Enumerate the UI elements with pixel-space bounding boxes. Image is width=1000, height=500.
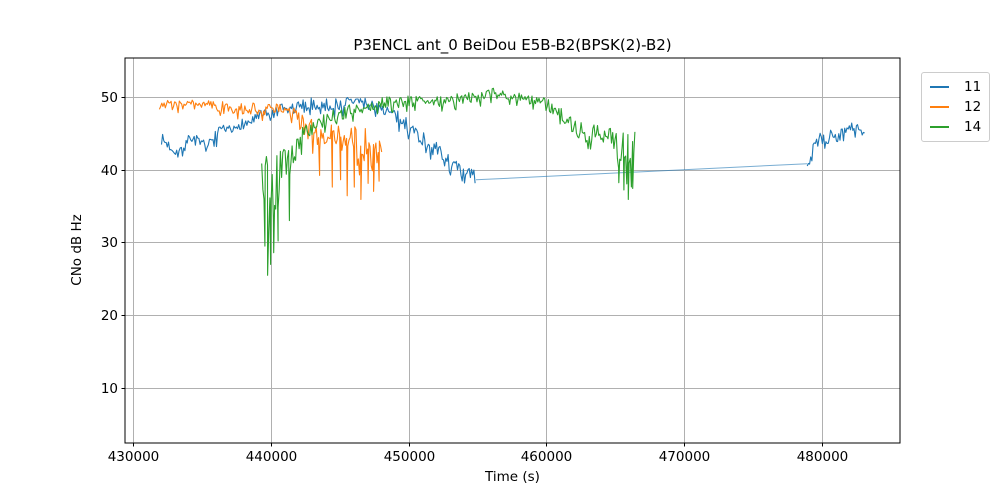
series-14	[261, 87, 636, 276]
series-11-gap-line	[475, 163, 808, 181]
legend-line-swatch-11	[930, 86, 949, 88]
legend: 11 12 14	[921, 72, 991, 142]
x-axis-label: Time (s)	[485, 469, 540, 485]
plot-title: P3ENCL ant_0 BeiDou E5B-B2(BPSK(2)-B2)	[353, 36, 672, 54]
x-tick-label: 440000	[246, 449, 298, 465]
x-tick-label: 430000	[108, 449, 160, 465]
y-tick-label: 30	[101, 235, 118, 251]
x-tick-label: 450000	[384, 449, 436, 465]
y-tick-label: 40	[101, 163, 118, 179]
y-tick-label: 20	[101, 308, 118, 324]
legend-item-12: 12	[930, 97, 981, 117]
legend-label-11: 11	[964, 79, 982, 95]
x-tick-label: 460000	[521, 449, 573, 465]
legend-line-swatch-14	[930, 126, 949, 128]
series-12	[158, 99, 383, 201]
legend-label-14: 14	[964, 119, 982, 135]
legend-item-11: 11	[930, 77, 981, 97]
legend-item-14: 14	[930, 117, 981, 137]
series-11	[806, 122, 865, 167]
legend-label-12: 12	[964, 99, 982, 115]
x-tick-label: 480000	[797, 449, 849, 465]
y-axis-label: CNo dB Hz	[69, 214, 85, 286]
legend-line-swatch-12	[930, 106, 949, 108]
y-tick-label: 10	[101, 381, 118, 397]
series-11	[160, 96, 476, 184]
plot-border	[124, 57, 901, 444]
y-tick-label: 50	[101, 90, 118, 106]
x-tick-label: 470000	[659, 449, 711, 465]
